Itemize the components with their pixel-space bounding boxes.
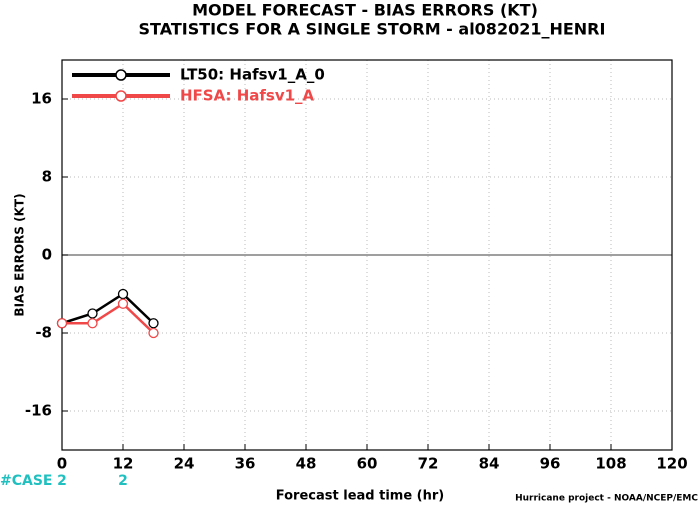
plot-frame — [61, 59, 673, 451]
y-tick-label: -16 — [25, 402, 52, 420]
y-tick-label: 0 — [42, 246, 52, 264]
x-tick-label: 0 — [57, 455, 67, 473]
series-line — [61, 292, 155, 325]
point — [148, 318, 159, 329]
x-axis-label: Forecast lead time (hr) — [276, 489, 444, 504]
chart-title: MODEL FORECAST - BIAS ERRORS (KT) — [192, 1, 538, 20]
point — [148, 327, 159, 339]
y-tick-label: 16 — [31, 90, 52, 108]
x-tick-label: 36 — [235, 455, 256, 473]
chart-subtitle: STATISTICS FOR A SINGLE STORM - al082021… — [139, 20, 606, 39]
point — [117, 288, 129, 300]
point — [87, 308, 98, 319]
x-tick-label: 12 — [113, 455, 134, 473]
footer: Hurricane project - NOAA/NCEP/EMC — [515, 494, 698, 504]
case-count: 2 — [118, 473, 128, 489]
legend-label: HFSA: Hafsv1_A — [180, 87, 315, 105]
point — [117, 298, 129, 309]
series-line — [62, 302, 155, 334]
case-count: 2 — [57, 473, 67, 489]
x-tick-label: 84 — [479, 455, 500, 473]
x-tick-label: 48 — [296, 455, 317, 473]
y-axis-label: BIAS ERRORS (KT) — [13, 193, 27, 316]
x-tick-label: 24 — [174, 455, 195, 473]
point — [56, 318, 68, 329]
legend-label: LT50: Hafsv1_A_0 — [180, 66, 325, 84]
legend-marker — [115, 69, 127, 81]
y-tick-label: -8 — [35, 324, 52, 342]
case-label: #CASE — [0, 473, 53, 489]
x-tick-label: 120 — [656, 455, 687, 473]
x-tick-label: 60 — [357, 455, 378, 473]
x-tick-label: 96 — [540, 455, 561, 473]
x-tick-label: 72 — [418, 455, 439, 473]
y-tick-label: 8 — [42, 168, 52, 186]
x-tick-label: 108 — [595, 455, 626, 473]
point — [87, 318, 98, 329]
legend-marker — [115, 90, 127, 102]
